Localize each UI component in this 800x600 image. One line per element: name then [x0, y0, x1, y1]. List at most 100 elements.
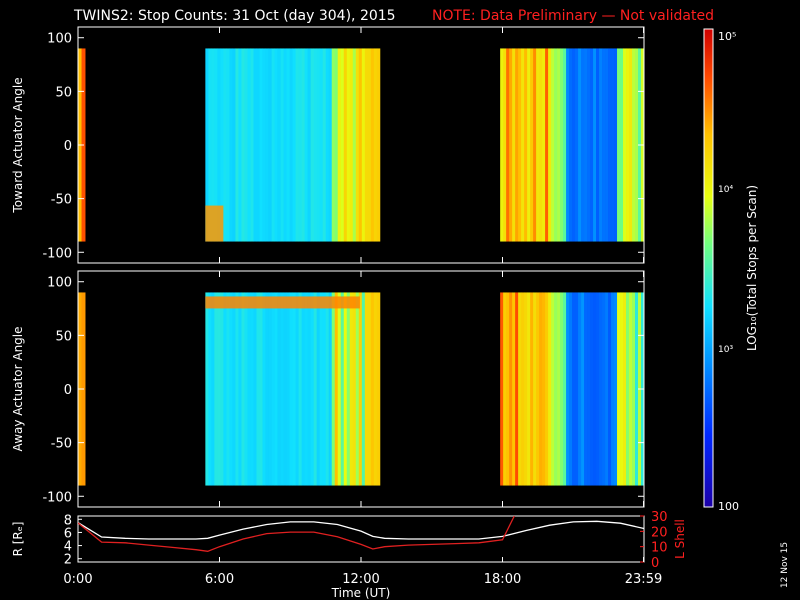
heatmap-column — [512, 292, 516, 486]
heatmap-column — [280, 292, 284, 486]
heatmap-column — [617, 48, 621, 242]
heatmap-column — [581, 292, 585, 486]
heatmap-column — [593, 292, 597, 486]
y-tick-label: 100 — [47, 276, 72, 291]
y-tick-label: 100 — [47, 32, 72, 47]
heatmap-column — [566, 48, 570, 242]
chart-title: TWINS2: Stop Counts: 31 Oct (day 304), 2… — [73, 8, 396, 24]
heatmap-column — [524, 48, 528, 242]
heatmap-column — [620, 292, 624, 486]
colorbar-mid-label-1: 10⁴ — [718, 185, 733, 195]
heatmap-column — [521, 292, 525, 486]
heatmap-column — [325, 292, 330, 486]
x-tick-label: 18:00 — [484, 572, 521, 587]
heatmap-column — [307, 292, 312, 486]
heatmap-column — [205, 48, 209, 242]
heatmap-column — [587, 292, 591, 486]
heatmap-column — [295, 48, 300, 242]
heatmap-column — [536, 292, 540, 486]
heatmap-column — [319, 48, 324, 242]
heatmap-column — [590, 292, 594, 486]
heatmap-column — [614, 292, 618, 486]
heatmap-column — [214, 48, 218, 242]
heatmap-column — [250, 48, 254, 242]
heatmap-column — [551, 292, 555, 486]
heatmap-column — [244, 292, 248, 486]
heatmap-column — [563, 292, 567, 486]
x-tick-label: 0:00 — [63, 572, 92, 587]
heatmap-column — [584, 292, 588, 486]
heatmap-column — [226, 292, 230, 486]
y-tick-label: 0 — [64, 139, 72, 154]
heatmap-column — [367, 292, 372, 486]
heatmap-column — [295, 292, 300, 486]
heatmap-column — [220, 292, 224, 486]
heatmap-column — [259, 48, 263, 242]
heatmap-column — [605, 292, 609, 486]
heatmap-column — [232, 292, 236, 486]
heatmap-column — [283, 48, 287, 242]
heatmap-column — [518, 292, 522, 486]
x-tick-label: 12:00 — [342, 572, 379, 587]
heatmap-column — [560, 292, 564, 486]
heatmap-column — [310, 292, 315, 486]
heatmap-column — [515, 292, 519, 486]
y-tick-label: 6 — [64, 526, 72, 541]
y2-tick-label: 10 — [651, 541, 668, 556]
heatmap-column — [256, 48, 260, 242]
heatmap-column — [503, 292, 507, 486]
heatmap-column — [602, 292, 606, 486]
heatmap-column — [557, 292, 561, 486]
y-tick-label: 50 — [55, 85, 72, 100]
heatmap-column — [346, 292, 351, 486]
heatmap-column — [346, 48, 351, 242]
heatmap-column — [313, 292, 318, 486]
heatmap-column — [548, 48, 552, 242]
y-tick-label: -50 — [51, 437, 72, 452]
heatmap-column — [214, 292, 218, 486]
heatmap-column — [557, 48, 561, 242]
heatmap-column — [370, 292, 375, 486]
heatmap-column — [325, 48, 330, 242]
heatmap-column — [533, 292, 537, 486]
heatmap-column — [367, 48, 372, 242]
heatmap-column — [572, 292, 576, 486]
heatmap-column — [211, 292, 215, 486]
heatmap-column — [530, 48, 534, 242]
heatmap-column — [211, 48, 215, 242]
x-tick-label: 6:00 — [205, 572, 234, 587]
heatmap-column — [352, 292, 357, 486]
heatmap-column — [503, 48, 507, 242]
heatmap-column — [274, 292, 278, 486]
y-tick-label: 0 — [64, 383, 72, 398]
heatmap-column — [373, 292, 378, 486]
heatmap-column — [262, 48, 266, 242]
heatmap-column — [509, 292, 513, 486]
y-tick-label: -100 — [42, 490, 72, 505]
heatmap-column — [364, 292, 369, 486]
y-tick-label: 50 — [55, 329, 72, 344]
heatmap-column — [307, 48, 312, 242]
heatmap-column — [238, 48, 242, 242]
heatmap-column — [554, 48, 558, 242]
heatmap-column — [593, 48, 597, 242]
heatmap-column — [226, 48, 230, 242]
heatmap-column — [262, 292, 266, 486]
heatmap-column — [551, 48, 555, 242]
heatmap-band — [205, 205, 224, 242]
heatmap-column — [527, 292, 531, 486]
heatmap-column — [623, 292, 627, 486]
heatmap-column — [506, 48, 510, 242]
colorbar-label: LOG₁₀(Total Stops per Scan) — [745, 185, 759, 351]
heatmap-column — [205, 292, 209, 486]
heatmap-column — [581, 48, 585, 242]
heatmap-column — [247, 48, 251, 242]
heatmap-column — [220, 48, 224, 242]
heatmap-column — [545, 48, 549, 242]
heatmap-column — [277, 48, 281, 242]
r-series-line — [78, 520, 644, 540]
heatmap-column — [548, 292, 552, 486]
heatmap-column — [217, 292, 221, 486]
heatmap-column — [358, 48, 363, 242]
